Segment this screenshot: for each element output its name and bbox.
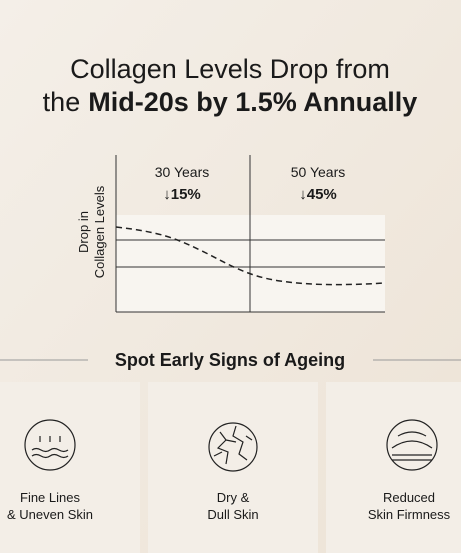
card-label: & Uneven Skin (7, 507, 93, 522)
card-label: Dry & (217, 490, 250, 505)
card (148, 382, 318, 553)
chart-frame (115, 155, 385, 313)
title-regular: the (43, 87, 81, 117)
column-label: 50 Years (291, 164, 346, 180)
title-bold: Mid-20s by 1.5% Annually (88, 87, 417, 117)
icon-dry-skin (208, 422, 258, 472)
y-label: Drop in (76, 211, 91, 253)
column-label: 30 Years (155, 164, 210, 180)
icon-fine-lines (24, 419, 76, 471)
collagen-curve (115, 226, 386, 286)
card (0, 382, 140, 553)
title-line: the Mid-20s by 1.5% Annually (43, 87, 418, 117)
card-label: Reduced (383, 490, 435, 505)
section-title: Spot Early Signs of Ageing (115, 350, 345, 370)
card (326, 382, 461, 553)
title-line: Collagen Levels Drop from (70, 54, 390, 84)
column-change: ↓15% (163, 186, 201, 203)
card-label: Fine Lines (20, 490, 80, 505)
column-change: ↓45% (299, 186, 337, 203)
icon-firmness (386, 419, 438, 471)
card-label: Skin Firmness (368, 507, 451, 522)
y-label: Collagen Levels (92, 185, 107, 278)
card-label: Dull Skin (207, 507, 258, 522)
